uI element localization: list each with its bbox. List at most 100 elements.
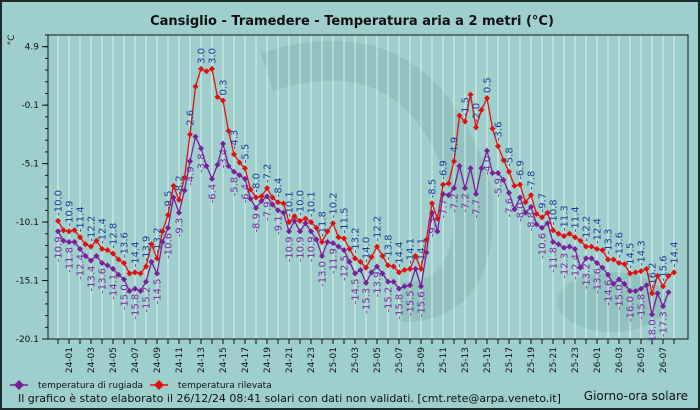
temp-point (522, 199, 529, 206)
dew-point (148, 258, 155, 265)
dew-point (165, 224, 171, 231)
temp-value-label: -6.9 (516, 160, 527, 180)
dew-point (434, 228, 441, 235)
temp-point (231, 151, 237, 158)
dew-point (616, 276, 622, 283)
temp-point (495, 143, 501, 150)
dew-value-label: -10.6 (164, 233, 175, 259)
x-tick-label: 25-03 (351, 347, 361, 373)
dew-point (528, 203, 534, 210)
dew-value-label: -6.4 (241, 184, 252, 204)
dew-value-label: -13.4 (87, 266, 98, 292)
temp-point (440, 181, 446, 188)
temp-value-label: -10.2 (329, 192, 340, 218)
dew-value-label: -7.9 (263, 201, 274, 221)
temp-point (264, 185, 270, 192)
dew-point (341, 247, 347, 254)
temp-point (368, 254, 375, 261)
temp-point (192, 83, 199, 90)
dew-point (143, 278, 149, 285)
dew-point (55, 228, 61, 235)
dew-value-label: -16.0 (626, 296, 637, 322)
temp-point (110, 250, 116, 257)
dew-point (192, 133, 199, 140)
dew-point (649, 311, 655, 318)
temp-point (412, 252, 419, 259)
dew-point (643, 282, 650, 289)
diamond-marker-icon (14, 380, 24, 390)
dew-point (231, 168, 237, 175)
dew-point (627, 288, 633, 295)
temp-value-label: -10.1 (285, 191, 296, 217)
series-layer (55, 65, 677, 318)
chart-title: Cansiglio - Tramedere - Temperatura aria… (150, 14, 554, 29)
temp-point (583, 243, 589, 250)
temp-point (643, 265, 650, 272)
temp-value-label: -10.0 (296, 190, 307, 216)
temp-point (407, 265, 413, 272)
dew-point (137, 288, 144, 295)
dew-point (665, 289, 672, 296)
dew-value-label: -8.8 (527, 212, 538, 232)
temp-value-label: -7.8 (527, 171, 538, 191)
temp-value-label: -7.2 (263, 164, 274, 184)
dew-value-label: -10.6 (538, 233, 549, 259)
legend-item-temp[interactable]: temperatura rilevata (150, 380, 272, 391)
temp-point (93, 237, 100, 244)
dew-point (517, 194, 523, 201)
dew-value-label: -15.3 (362, 288, 373, 314)
temp-point (148, 241, 155, 248)
temp-point (154, 255, 160, 262)
temp-point (66, 228, 72, 235)
dew-point (555, 241, 562, 248)
temp-value-label: -15.6 (659, 256, 670, 282)
temp-point (605, 256, 611, 263)
temp-value-label: -5.5 (241, 144, 252, 164)
dew-point (264, 193, 270, 200)
temp-value-label: -12.2 (373, 216, 384, 242)
temp-point (599, 247, 606, 254)
dew-value-label: -10.9 (296, 236, 307, 262)
dew-point (594, 260, 600, 266)
dew-point (258, 198, 265, 205)
dew-point (291, 217, 298, 224)
temp-point (302, 215, 309, 222)
temp-point (550, 227, 556, 234)
dew-point (198, 145, 204, 152)
temp-point (627, 270, 633, 277)
dew-point (220, 140, 226, 147)
dew-point (308, 228, 314, 235)
temp-point (176, 196, 182, 203)
temp-point (660, 283, 666, 290)
temp-point (242, 165, 248, 172)
temp-value-label: -13.8 (384, 234, 395, 260)
temp-value-label: -13.2 (153, 227, 164, 253)
temp-point (247, 186, 254, 193)
temp-value-label: -9.7 (538, 193, 549, 213)
legend-item-dew[interactable]: temperatura di rugiada (10, 380, 143, 391)
temp-value-label: -8.0 (252, 173, 263, 193)
temp-value-label: -6.9 (439, 160, 450, 180)
dew-point (462, 185, 468, 192)
y-tick-label: -20.1 (16, 335, 39, 345)
dew-point (335, 243, 342, 250)
temp-point (308, 219, 314, 226)
temp-value-label: -3.6 (494, 122, 505, 142)
dew-point (203, 162, 210, 169)
temp-point (225, 127, 232, 134)
temp-point (594, 245, 600, 252)
grid (57, 35, 675, 339)
dew-value-label: -3.4 (219, 149, 230, 169)
temp-point (517, 181, 523, 188)
y-tick-label: -15.1 (16, 277, 39, 287)
temp-point (665, 272, 672, 279)
dew-point (412, 265, 419, 272)
temp-value-label: -13.2 (351, 227, 362, 253)
temp-point (104, 247, 111, 254)
dew-point (632, 288, 639, 295)
temp-point (654, 272, 661, 279)
legend-label-temp: temperatura rilevata (178, 381, 272, 391)
dew-point (577, 264, 584, 271)
dew-point (71, 238, 78, 245)
